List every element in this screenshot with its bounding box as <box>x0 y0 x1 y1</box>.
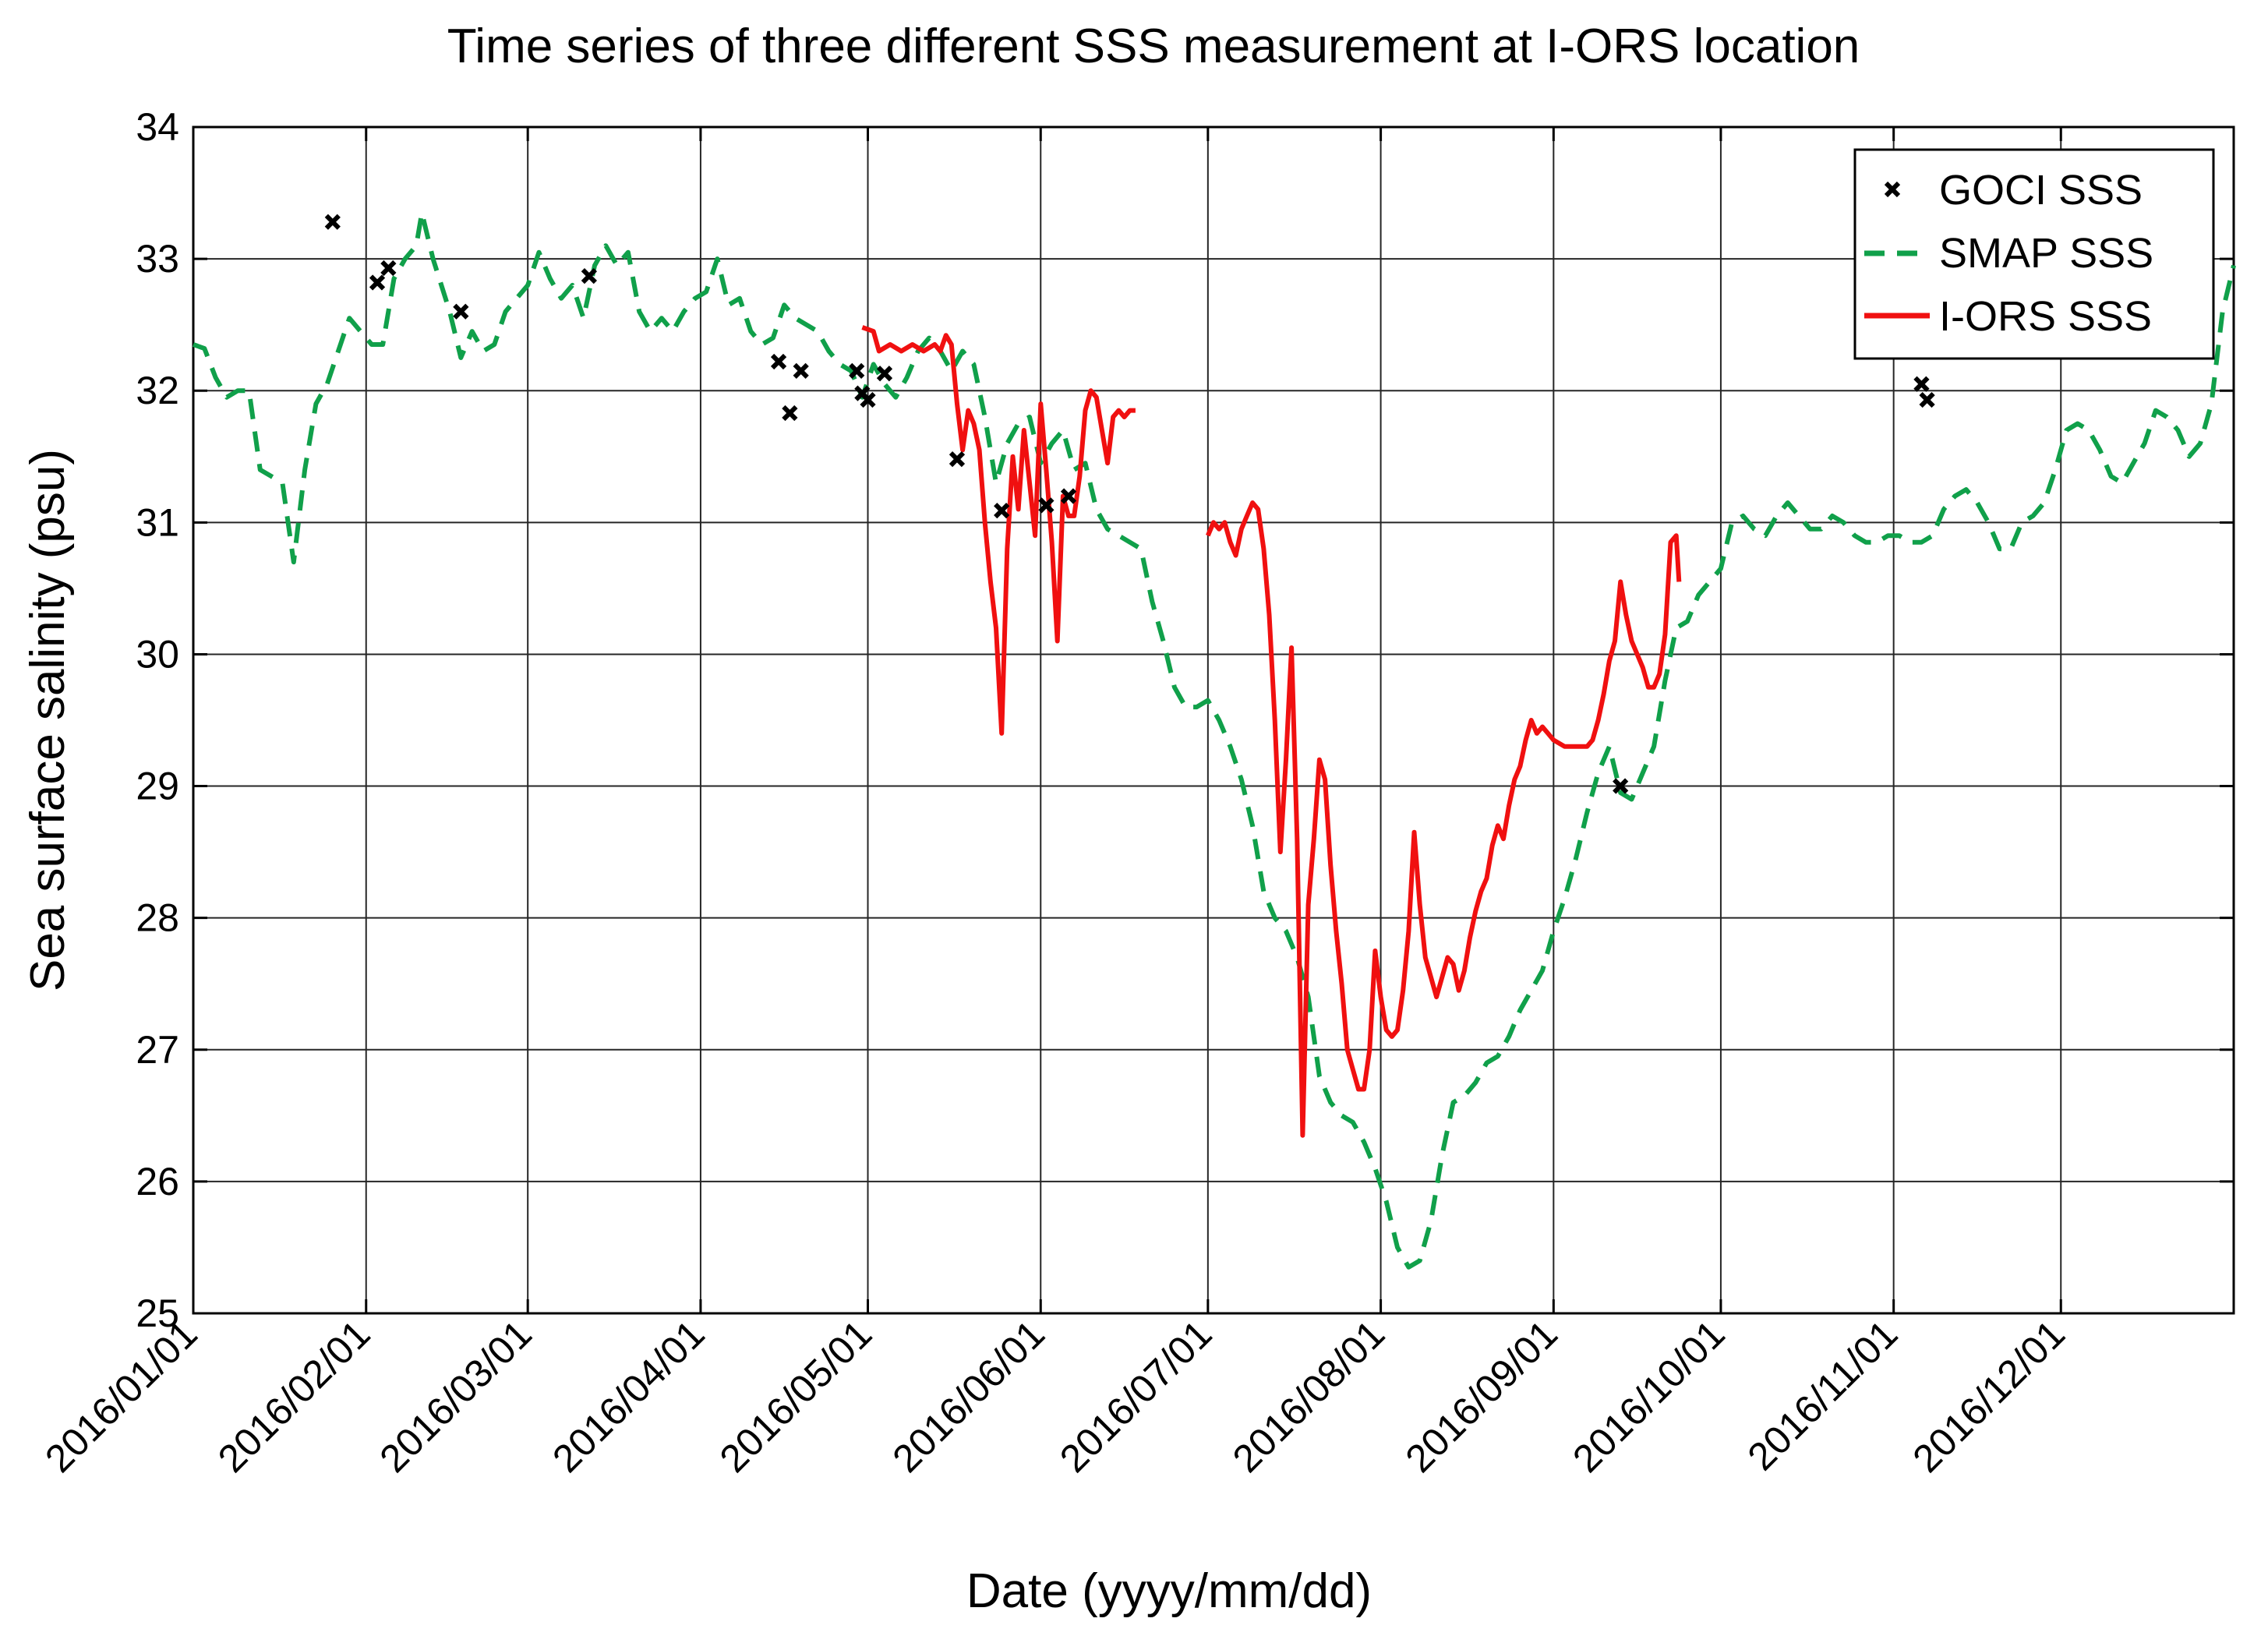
goci-point <box>860 391 876 408</box>
y-tick-label: 26 <box>136 1160 179 1203</box>
y-tick-label: 25 <box>136 1291 179 1335</box>
legend-marker-goci <box>1884 181 1901 198</box>
goci-point <box>324 214 341 230</box>
goci-point <box>770 353 787 370</box>
goci-point <box>1919 391 1935 408</box>
y-tick-label: 28 <box>136 896 179 940</box>
goci-point <box>453 303 469 320</box>
iors-series <box>861 325 1682 1138</box>
goci-point <box>1060 488 1077 504</box>
legend: GOCI SSS SMAP SSS I-ORS SSS <box>1853 148 2215 360</box>
goci-point <box>380 260 397 277</box>
legend-label-iors: I-ORS SSS <box>1939 293 2152 340</box>
y-tick-label: 30 <box>136 632 179 676</box>
goci-point <box>1913 376 1930 392</box>
y-axis-ticks: 25 26 27 28 29 30 31 32 33 34 <box>136 105 2234 1335</box>
goci-point <box>369 274 386 291</box>
y-axis-label: Sea surface salinity (psu) <box>21 449 75 991</box>
goci-point <box>994 502 1010 519</box>
chart-title: Time series of three different SSS measu… <box>447 19 1860 73</box>
plot-area-frame <box>192 125 2235 1315</box>
goci-point <box>1038 497 1055 514</box>
legend-label-goci: GOCI SSS <box>1939 167 2143 214</box>
goci-point <box>949 451 966 468</box>
x-axis-label: Date (yyyy/mm/dd) <box>966 1564 1372 1618</box>
goci-point <box>849 362 865 379</box>
goci-point <box>782 405 798 422</box>
smap-series <box>192 210 2236 1270</box>
goci-point <box>1613 778 1629 794</box>
y-tick-label: 32 <box>136 369 179 412</box>
goci-point <box>793 362 809 379</box>
iors-line-segment <box>861 325 1136 736</box>
y-tick-label: 29 <box>136 765 179 808</box>
goci-series <box>324 214 1935 794</box>
grid-lines <box>193 127 2234 1313</box>
goci-point <box>876 366 893 382</box>
legend-label-smap: SMAP SSS <box>1939 230 2153 277</box>
y-tick-label: 34 <box>136 105 179 149</box>
y-tick-label: 31 <box>136 500 179 544</box>
y-tick-label: 33 <box>136 237 179 281</box>
smap-line <box>192 210 2236 1270</box>
y-tick-label: 27 <box>136 1028 179 1072</box>
goci-point <box>581 267 597 284</box>
iors-line-segment <box>1206 500 1682 1138</box>
